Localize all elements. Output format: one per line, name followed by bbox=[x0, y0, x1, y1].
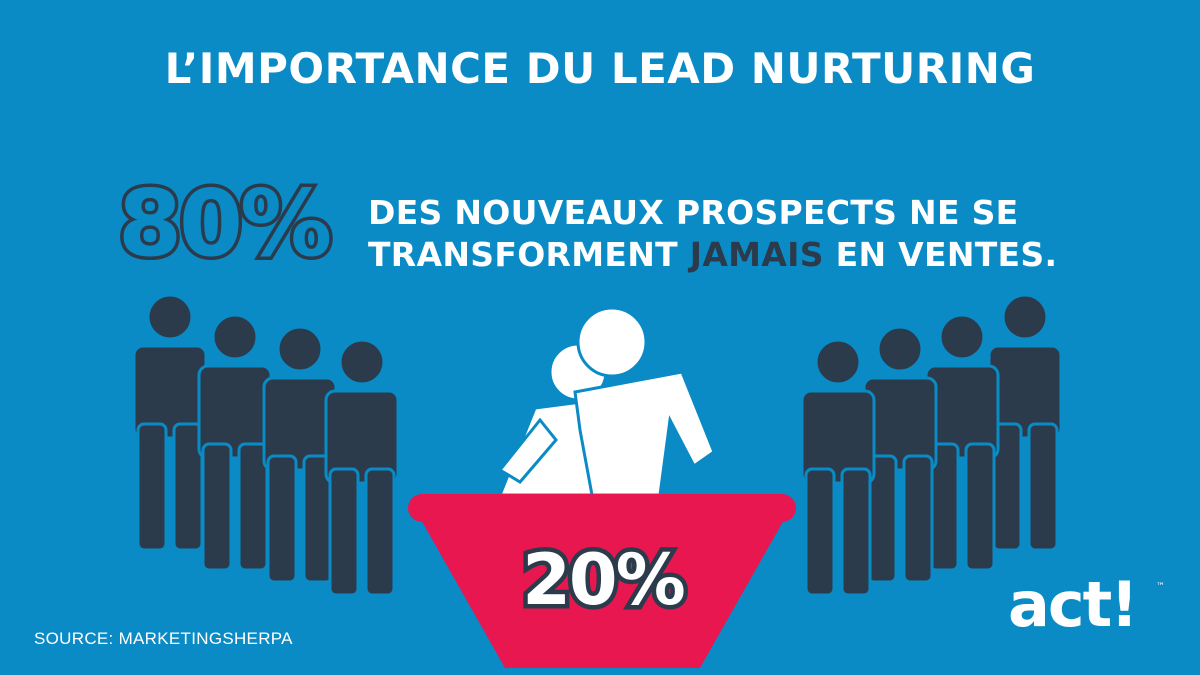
headline-emphasis: JAMAIS bbox=[689, 235, 824, 274]
funnel-percent: 20% bbox=[518, 539, 691, 621]
person-silhouette-icon bbox=[197, 313, 273, 572]
source-credit: SOURCE: MARKETINGSHERPA bbox=[34, 629, 293, 648]
trademark-symbol: ™ bbox=[1156, 582, 1165, 592]
right-crowd bbox=[800, 293, 1063, 597]
person-silhouette-icon bbox=[324, 338, 400, 597]
hugging-couple-icon bbox=[497, 306, 716, 497]
act-logo: act! bbox=[1008, 568, 1139, 641]
person-silhouette-icon bbox=[987, 293, 1063, 552]
left-crowd bbox=[132, 293, 400, 597]
funnel-icon bbox=[408, 494, 796, 668]
person-silhouette-icon bbox=[800, 338, 876, 597]
headline-text: DES NOUVEAUX PROSPECTS NE SE TRANSFORMEN… bbox=[368, 192, 1057, 276]
headline-line-2-start: TRANSFORMENT bbox=[368, 235, 690, 274]
person-silhouette-icon bbox=[132, 293, 208, 552]
headline-line-2: TRANSFORMENT JAMAIS EN VENTES. bbox=[368, 234, 1057, 276]
headline-line-1: DES NOUVEAUX PROSPECTS NE SE bbox=[368, 193, 1019, 232]
headline-line-2-end: EN VENTES. bbox=[823, 235, 1058, 274]
infographic-title: L’IMPORTANCE DU LEAD NURTURING bbox=[164, 44, 1036, 93]
headline-percent: 80% bbox=[114, 170, 335, 277]
